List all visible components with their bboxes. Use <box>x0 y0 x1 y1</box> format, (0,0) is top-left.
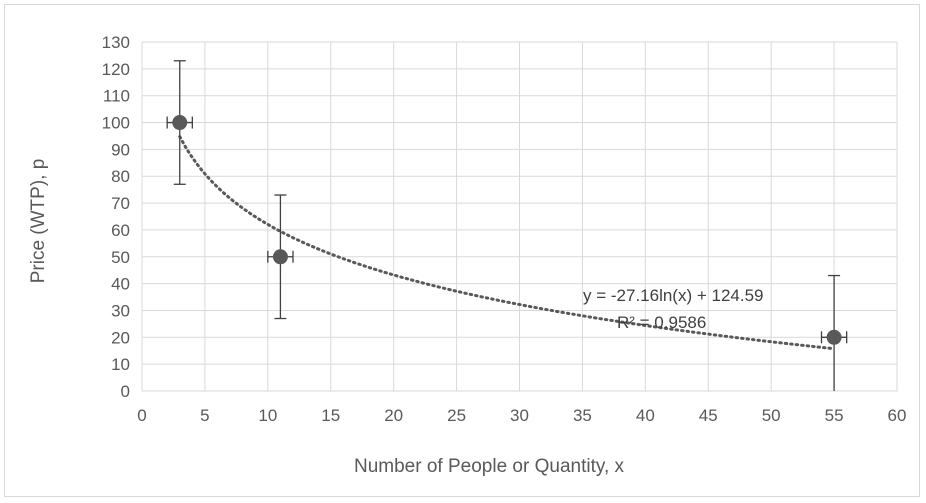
trendline-equation: y = -27.16ln(x) + 124.59 <box>583 286 764 305</box>
y-axis-title: Price (WTP), p <box>28 159 49 284</box>
x-tick-label: 15 <box>321 406 340 425</box>
data-point <box>172 115 188 131</box>
y-tick-label: 80 <box>111 167 130 186</box>
y-tick-label: 90 <box>111 140 130 159</box>
y-tick-label: 20 <box>111 328 130 347</box>
y-tick-label: 120 <box>102 60 130 79</box>
x-tick-label: 10 <box>258 406 277 425</box>
x-tick-label: 45 <box>699 406 718 425</box>
x-tick-label: 20 <box>384 406 403 425</box>
x-axis-title: Number of People or Quantity, x <box>354 456 624 477</box>
data-point <box>272 249 288 265</box>
y-tick-label: 100 <box>102 114 130 133</box>
trendline-r-squared: R² = 0.9586 <box>617 313 706 332</box>
chart-svg: 0 10 20 30 40 50 60 70 80 90 100 110 120 130 0 5 10 15 20 2… <box>28 33 907 477</box>
y-tick-label: 110 <box>103 87 130 106</box>
trendline <box>178 135 836 351</box>
chart-frame: 0 10 20 30 40 50 60 70 80 90 100 110 120 130 0 5 10 15 20 2… <box>4 4 920 497</box>
y-tick-label: 30 <box>111 301 130 320</box>
points-layer <box>172 115 842 345</box>
y-tick-label: 10 <box>111 355 130 374</box>
x-tick-label: 60 <box>888 406 907 425</box>
x-tick-label: 5 <box>200 406 209 425</box>
y-tick-label: 0 <box>121 382 130 401</box>
y-tick-label: 40 <box>111 275 130 294</box>
y-tick-label: 70 <box>111 194 130 213</box>
y-tick-label: 130 <box>102 33 130 52</box>
x-tick-label: 0 <box>137 406 146 425</box>
x-tick-label: 50 <box>762 406 781 425</box>
y-tick-label: 50 <box>111 248 130 267</box>
ticks-layer: 0 10 20 30 40 50 60 70 80 90 100 110 120 130 0 5 10 15 20 2… <box>102 33 907 425</box>
x-tick-label: 35 <box>573 406 592 425</box>
x-tick-label: 30 <box>510 406 529 425</box>
x-tick-label: 25 <box>447 406 466 425</box>
trend-layer <box>178 135 836 351</box>
x-tick-label: 40 <box>636 406 655 425</box>
x-tick-label: 55 <box>825 406 844 425</box>
y-tick-label: 60 <box>111 221 130 240</box>
data-point <box>826 329 842 345</box>
